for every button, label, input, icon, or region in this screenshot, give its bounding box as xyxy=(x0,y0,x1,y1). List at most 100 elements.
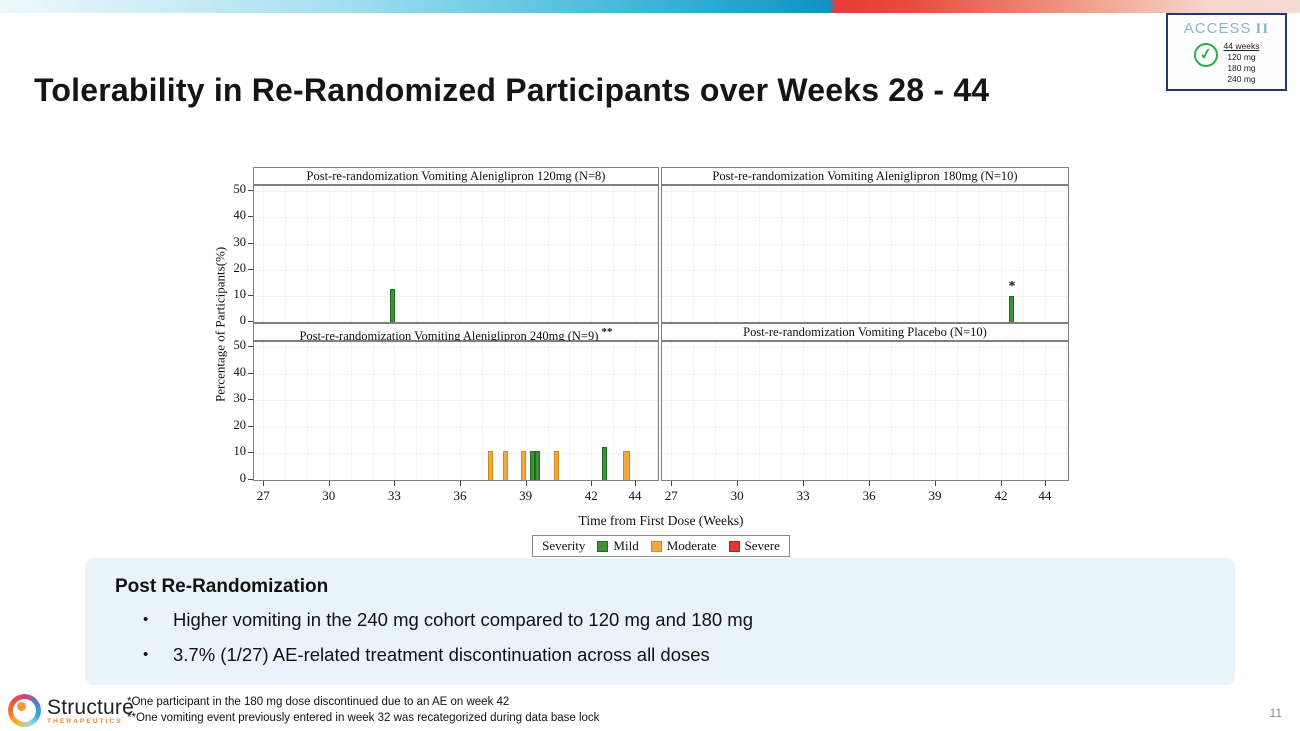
x-tick-mark xyxy=(935,481,936,486)
gridline-horizontal xyxy=(662,373,1068,375)
y-tick-label: 50 xyxy=(233,338,247,353)
gridline-vertical xyxy=(372,342,374,480)
legend-entry-mild: Mild xyxy=(597,538,639,554)
y-tick-mark xyxy=(248,452,253,454)
summary-bullet-1: • Higher vomiting in the 240 mg cohort c… xyxy=(143,609,753,631)
footnote-2: **One vomiting event previously entered … xyxy=(127,712,600,724)
x-tick-mark xyxy=(394,481,396,486)
gridline-vertical xyxy=(891,186,893,322)
gridline-vertical xyxy=(481,342,483,480)
gridline-vertical xyxy=(847,342,849,480)
y-tick-mark xyxy=(248,242,253,244)
legend-title: Severity xyxy=(542,538,586,553)
gridline-vertical xyxy=(460,186,462,322)
gridline-vertical xyxy=(759,342,761,480)
gridline-vertical xyxy=(547,186,549,322)
gridline-vertical xyxy=(847,186,849,322)
x-tick-label: 33 xyxy=(387,488,401,503)
x-axis-title: Time from First Dose (Weeks) xyxy=(578,513,744,528)
y-tick-label: 0 xyxy=(239,471,246,485)
vomiting-event-bar xyxy=(534,450,540,480)
x-tick-label: 30 xyxy=(322,488,336,503)
gridline-vertical xyxy=(263,342,265,480)
gridline-vertical xyxy=(438,186,440,322)
gridline-horizontal xyxy=(254,373,658,375)
badge-title: ACCESS II xyxy=(1168,20,1285,38)
gridline-vertical xyxy=(956,186,958,322)
x-tick-label: 30 xyxy=(730,488,744,503)
gridline-vertical xyxy=(416,342,418,480)
gridline-vertical xyxy=(460,342,462,480)
y-tick-mark xyxy=(248,190,253,192)
logo-subtitle: THERAPEUTICS xyxy=(47,718,123,725)
vomiting-event-bar xyxy=(503,450,509,480)
vomiting-event-bar xyxy=(553,450,559,480)
x-tick-mark xyxy=(591,481,593,486)
gridline-vertical xyxy=(394,186,396,322)
gridline-vertical xyxy=(935,186,936,322)
gridline-vertical xyxy=(438,342,440,480)
bar-annotation-asterisk: * xyxy=(1008,278,1016,294)
y-tick-label: 20 xyxy=(233,260,247,275)
x-tick-label: 27 xyxy=(664,488,678,503)
y-tick-mark xyxy=(248,399,253,401)
gridline-horizontal xyxy=(662,453,1068,455)
chart-panel-2: Post-re-randomization Vomiting Aleniglip… xyxy=(253,323,659,481)
y-tick-mark xyxy=(248,216,253,218)
chart-panel-3: Post-re-randomization Vomiting Placebo (… xyxy=(661,323,1069,481)
gridline-horizontal xyxy=(254,295,658,297)
panel-plot xyxy=(253,341,659,481)
gridline-vertical xyxy=(328,342,330,480)
legend-entry-label: Severe xyxy=(744,538,780,553)
chart-panels: Post-re-randomization Vomiting Aleniglip… xyxy=(234,167,1069,503)
gridline-horizontal xyxy=(254,426,658,428)
x-tick-label: 36 xyxy=(453,488,467,503)
page-number: 11 xyxy=(1269,706,1282,720)
x-tick-label: 44 xyxy=(1038,488,1052,503)
summary-box: Post Re-Randomization • Higher vomiting … xyxy=(85,558,1235,685)
panel-header-superscript: ** xyxy=(601,326,613,338)
legend-entry-label: Mild xyxy=(613,538,639,553)
panel-header: Post-re-randomization Vomiting Aleniglip… xyxy=(253,167,659,185)
gridline-horizontal xyxy=(254,347,658,349)
y-tick-mark xyxy=(248,268,253,270)
gridline-vertical xyxy=(416,186,418,322)
chart-panel-1: Post-re-randomization Vomiting Aleniglip… xyxy=(661,167,1069,323)
gridline-vertical xyxy=(869,342,871,480)
gridline-vertical xyxy=(1022,342,1024,480)
structure-logo-icon xyxy=(8,694,41,727)
gridline-horizontal xyxy=(254,453,658,455)
chart-panel-0: Post-re-randomization Vomiting Aleniglip… xyxy=(253,167,659,323)
gridline-vertical xyxy=(503,186,505,322)
y-tick-label: 0 xyxy=(239,313,246,327)
gridline-vertical xyxy=(656,342,658,480)
x-tick-mark xyxy=(635,481,637,486)
gridline-vertical xyxy=(956,342,958,480)
top-gradient-bar xyxy=(0,0,1300,13)
panel-plot xyxy=(253,185,659,323)
gridline-horizontal xyxy=(254,191,658,193)
gridline-horizontal xyxy=(662,347,1068,349)
panel-header: Post-re-randomization Vomiting Aleniglip… xyxy=(253,323,659,343)
gridline-vertical xyxy=(715,342,717,480)
gridline-vertical xyxy=(803,186,805,322)
gridline-vertical xyxy=(263,186,265,322)
vomiting-tolerability-chart: Percentage of Participants(%) Post-re-ra… xyxy=(212,167,1092,567)
gridline-vertical xyxy=(781,342,783,480)
gridline-vertical xyxy=(656,186,658,322)
gridline-vertical xyxy=(635,342,637,480)
gridline-vertical xyxy=(525,342,527,480)
severity-legend: Severity Mild Moderate Severe xyxy=(532,535,790,557)
gridline-vertical xyxy=(1000,186,1002,322)
panel-plot xyxy=(661,341,1069,481)
gridline-vertical xyxy=(891,342,893,480)
gridline-vertical xyxy=(869,186,871,322)
y-tick-mark xyxy=(248,372,253,374)
gridline-horizontal xyxy=(662,243,1068,245)
gridline-vertical xyxy=(978,186,980,322)
x-tick-mark xyxy=(737,481,739,486)
legend-entry-severe: Severe xyxy=(728,538,780,554)
badge-line-weeks: 44 weeks xyxy=(1223,41,1260,51)
logo-name: Structure xyxy=(47,696,134,719)
gridline-horizontal xyxy=(662,400,1068,402)
